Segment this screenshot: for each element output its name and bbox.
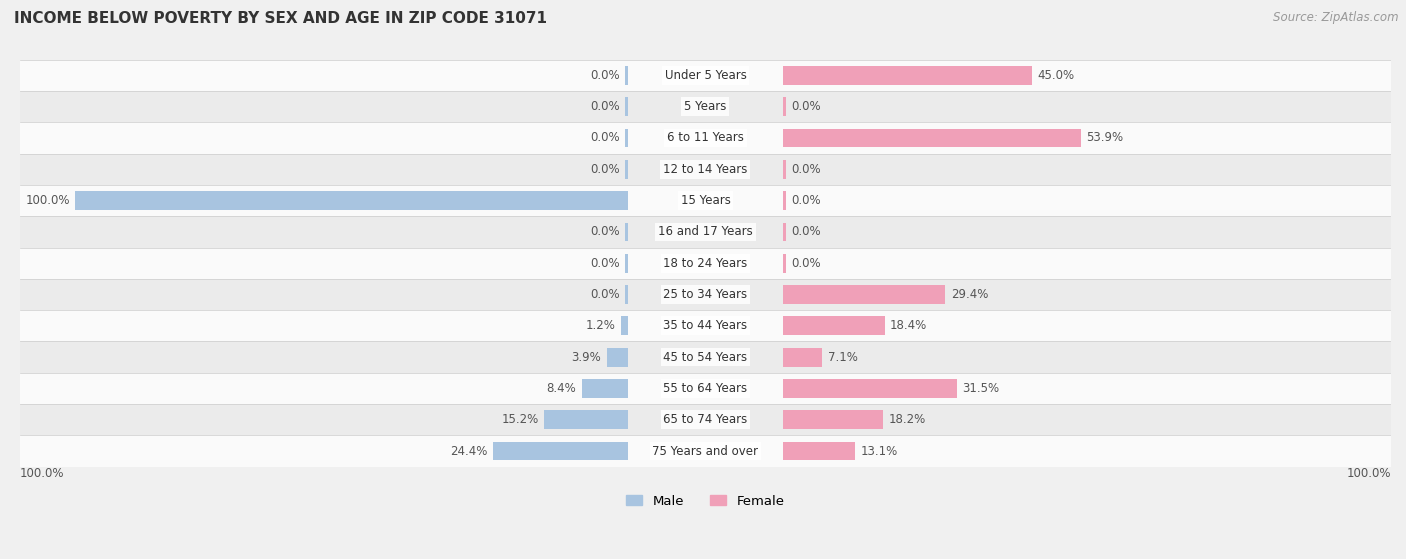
Bar — [783, 379, 957, 398]
Bar — [783, 129, 1081, 148]
Bar — [626, 160, 628, 179]
Bar — [783, 160, 786, 179]
Text: 8.4%: 8.4% — [547, 382, 576, 395]
Bar — [76, 191, 628, 210]
Text: 0.0%: 0.0% — [591, 69, 620, 82]
Text: 0.0%: 0.0% — [591, 225, 620, 238]
Bar — [783, 410, 883, 429]
Text: 0.0%: 0.0% — [591, 100, 620, 113]
Bar — [626, 97, 628, 116]
Text: Under 5 Years: Under 5 Years — [665, 69, 747, 82]
Bar — [20, 248, 1391, 279]
Bar — [621, 316, 628, 335]
Bar — [20, 91, 1391, 122]
Bar — [20, 216, 1391, 248]
Bar — [20, 342, 1391, 373]
Text: 15.2%: 15.2% — [502, 413, 538, 426]
Text: 55 to 64 Years: 55 to 64 Years — [664, 382, 748, 395]
Text: 24.4%: 24.4% — [450, 444, 488, 457]
Bar — [783, 316, 884, 335]
Text: 45.0%: 45.0% — [1038, 69, 1074, 82]
Text: 65 to 74 Years: 65 to 74 Years — [664, 413, 748, 426]
Bar — [20, 310, 1391, 342]
Bar — [20, 373, 1391, 404]
Bar — [20, 185, 1391, 216]
Bar — [783, 97, 786, 116]
Bar — [783, 254, 786, 273]
Bar — [783, 442, 855, 461]
Text: 29.4%: 29.4% — [950, 288, 988, 301]
Text: 31.5%: 31.5% — [963, 382, 1000, 395]
Text: 0.0%: 0.0% — [792, 100, 821, 113]
Text: 18.4%: 18.4% — [890, 319, 928, 332]
Bar — [783, 348, 823, 367]
Text: 53.9%: 53.9% — [1087, 131, 1123, 144]
Text: 75 Years and over: 75 Years and over — [652, 444, 758, 457]
Bar — [20, 154, 1391, 185]
Text: 7.1%: 7.1% — [828, 350, 858, 363]
Text: 0.0%: 0.0% — [591, 288, 620, 301]
Text: 100.0%: 100.0% — [20, 467, 65, 480]
Text: INCOME BELOW POVERTY BY SEX AND AGE IN ZIP CODE 31071: INCOME BELOW POVERTY BY SEX AND AGE IN Z… — [14, 11, 547, 26]
Text: 0.0%: 0.0% — [591, 131, 620, 144]
Bar — [626, 222, 628, 241]
Bar — [606, 348, 628, 367]
Text: 15 Years: 15 Years — [681, 194, 730, 207]
Text: 0.0%: 0.0% — [792, 163, 821, 176]
Bar — [582, 379, 628, 398]
Text: 6 to 11 Years: 6 to 11 Years — [666, 131, 744, 144]
Text: 0.0%: 0.0% — [591, 163, 620, 176]
Text: 12 to 14 Years: 12 to 14 Years — [664, 163, 748, 176]
Bar — [783, 66, 1032, 85]
Legend: Male, Female: Male, Female — [621, 490, 790, 513]
Text: 1.2%: 1.2% — [586, 319, 616, 332]
Text: 13.1%: 13.1% — [860, 444, 898, 457]
Text: 0.0%: 0.0% — [591, 257, 620, 269]
Bar — [626, 285, 628, 304]
Bar — [626, 254, 628, 273]
Bar — [544, 410, 628, 429]
Text: 18 to 24 Years: 18 to 24 Years — [664, 257, 748, 269]
Bar — [20, 279, 1391, 310]
Bar — [20, 435, 1391, 467]
Bar — [783, 285, 945, 304]
Text: 18.2%: 18.2% — [889, 413, 927, 426]
Text: 0.0%: 0.0% — [792, 225, 821, 238]
Bar — [20, 122, 1391, 154]
Text: 35 to 44 Years: 35 to 44 Years — [664, 319, 748, 332]
Bar — [783, 222, 786, 241]
Text: 16 and 17 Years: 16 and 17 Years — [658, 225, 752, 238]
Text: 100.0%: 100.0% — [25, 194, 70, 207]
Text: 0.0%: 0.0% — [792, 194, 821, 207]
Bar — [20, 60, 1391, 91]
Text: Source: ZipAtlas.com: Source: ZipAtlas.com — [1274, 11, 1399, 24]
Text: 25 to 34 Years: 25 to 34 Years — [664, 288, 748, 301]
Text: 45 to 54 Years: 45 to 54 Years — [664, 350, 748, 363]
Text: 100.0%: 100.0% — [1347, 467, 1391, 480]
Bar — [20, 404, 1391, 435]
Bar — [626, 66, 628, 85]
Bar — [783, 191, 786, 210]
Text: 5 Years: 5 Years — [685, 100, 727, 113]
Bar — [494, 442, 628, 461]
Text: 0.0%: 0.0% — [792, 257, 821, 269]
Bar — [626, 129, 628, 148]
Text: 3.9%: 3.9% — [571, 350, 600, 363]
